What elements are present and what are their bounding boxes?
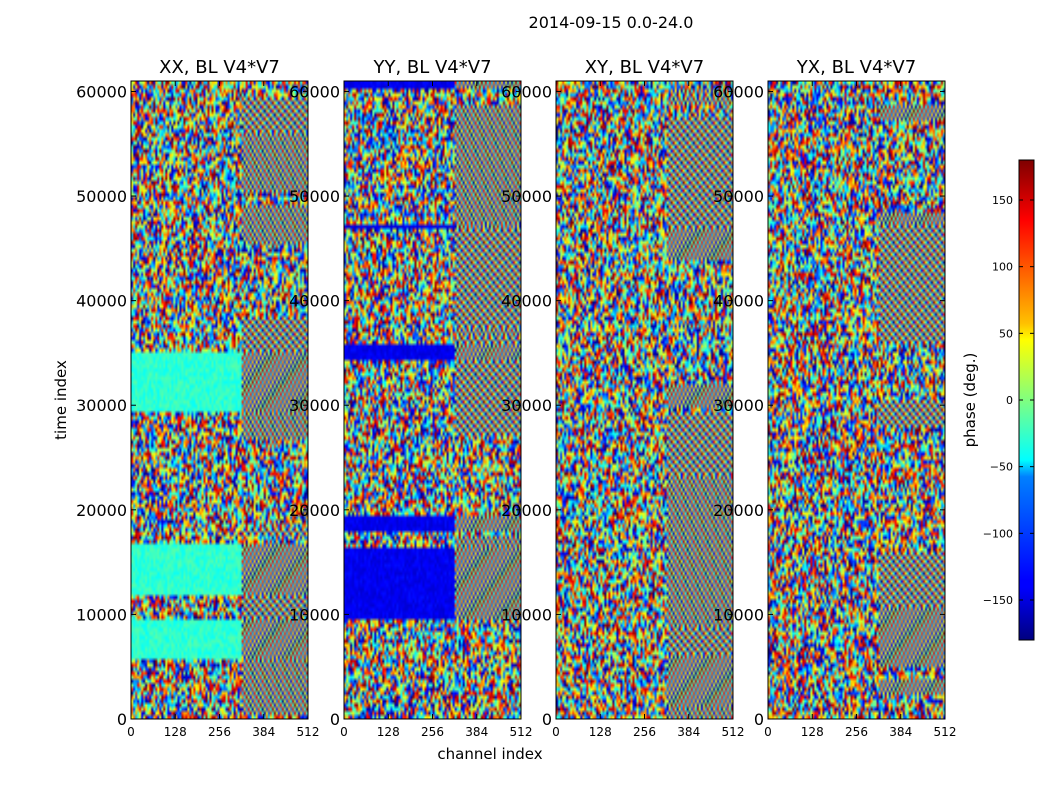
y-axis-label: time index: [52, 360, 70, 440]
figure-title: 2014-09-15 0.0-24.0: [529, 13, 694, 32]
y-tick-label: 10000: [76, 605, 127, 624]
y-tick-label: 0: [754, 710, 764, 729]
y-tick-label: 40000: [713, 292, 764, 311]
y-tick-label: 50000: [289, 187, 340, 206]
panel-title: YX, BL V4*V7: [796, 57, 916, 78]
x-tick-label: 128: [377, 725, 400, 739]
x-tick-label: 256: [421, 725, 444, 739]
y-tick-label: 0: [117, 710, 127, 729]
x-tick-label: 512: [722, 725, 745, 739]
x-tick-label: 384: [677, 725, 700, 739]
x-tick-label: 256: [633, 725, 656, 739]
colorbar-tick-label: −150: [983, 594, 1013, 607]
panel-xy: XY, BL V4*V7 0 10000 20000 30000 40000 50000 60…: [501, 57, 744, 739]
x-tick-label: 384: [465, 725, 488, 739]
y-tick-label: 50000: [501, 187, 552, 206]
y-tick-label: 40000: [501, 292, 552, 311]
x-tick-label: 512: [510, 725, 533, 739]
colorbar-tick-label: 100: [992, 261, 1013, 274]
y-tick-label: 30000: [501, 396, 552, 415]
y-tick-label: 50000: [713, 187, 764, 206]
panel-title: XX, BL V4*V7: [159, 57, 280, 78]
phase-heatmap-image: [344, 81, 521, 719]
y-tick-label: 50000: [76, 187, 127, 206]
y-tick-label: 30000: [76, 396, 127, 415]
y-tick-label: 30000: [289, 396, 340, 415]
x-tick-label: 0: [552, 725, 560, 739]
colorbar-tick-label: 50: [999, 327, 1013, 340]
colorbar-tick-label: 150: [992, 194, 1013, 207]
colorbar: 150 100 50 0 −50 −100 −150 phase (deg.): [961, 159, 1035, 641]
y-tick-label: 10000: [713, 605, 764, 624]
colorbar-label: phase (deg.): [961, 353, 979, 448]
x-tick-label: 512: [297, 725, 320, 739]
colorbar-ticks: 150 100 50 0 −50 −100 −150: [983, 194, 1034, 607]
y-tick-label: 40000: [76, 292, 127, 311]
colorbar-tick-label: 0: [1006, 394, 1013, 407]
x-tick-label: 0: [340, 725, 348, 739]
panels: XX, BL V4*V7 0 10000 20000 30000 40000 50000 60…: [76, 57, 956, 739]
y-tick-label: 60000: [76, 82, 127, 101]
panel-yx: YX, BL V4*V7 0 10000 20000 30000 40000 50000 60…: [713, 57, 956, 739]
x-axis-label: channel index: [437, 745, 542, 763]
x-tick-label: 128: [164, 725, 187, 739]
y-tick-label: 0: [542, 710, 552, 729]
x-tick-label: 256: [845, 725, 868, 739]
y-tick-label: 0: [330, 710, 340, 729]
y-tick-label: 60000: [713, 82, 764, 101]
panel-title: XY, BL V4*V7: [585, 57, 704, 78]
x-tick-label: 128: [801, 725, 824, 739]
x-tick-label: 384: [252, 725, 275, 739]
y-tick-label: 20000: [289, 501, 340, 520]
phase-heatmap-image: [768, 81, 945, 719]
x-tick-label: 512: [934, 725, 957, 739]
x-tick-label: 256: [208, 725, 231, 739]
phase-heatmap-image: [131, 81, 308, 719]
phase-heatmap-image: [556, 81, 733, 719]
y-tick-label: 20000: [501, 501, 552, 520]
x-tick-label: 0: [127, 725, 135, 739]
panel-title: YY, BL V4*V7: [372, 57, 491, 78]
y-tick-label: 20000: [76, 501, 127, 520]
x-tick-label: 128: [589, 725, 612, 739]
panel-xx: XX, BL V4*V7 0 10000 20000 30000 40000 50000 60…: [76, 57, 319, 739]
y-tick-label: 10000: [289, 605, 340, 624]
y-tick-label: 20000: [713, 501, 764, 520]
colorbar-tick-label: −50: [990, 461, 1013, 474]
y-tick-label: 30000: [713, 396, 764, 415]
y-tick-label: 10000: [501, 605, 552, 624]
x-tick-label: 0: [764, 725, 772, 739]
y-tick-label: 40000: [289, 292, 340, 311]
y-tick-label: 60000: [289, 82, 340, 101]
y-tick-label: 60000: [501, 82, 552, 101]
x-tick-label: 384: [889, 725, 912, 739]
colorbar-tick-label: −100: [983, 527, 1013, 540]
panel-yy: YY, BL V4*V7 0 10000 20000 30000 40000 50000 60…: [289, 57, 532, 739]
